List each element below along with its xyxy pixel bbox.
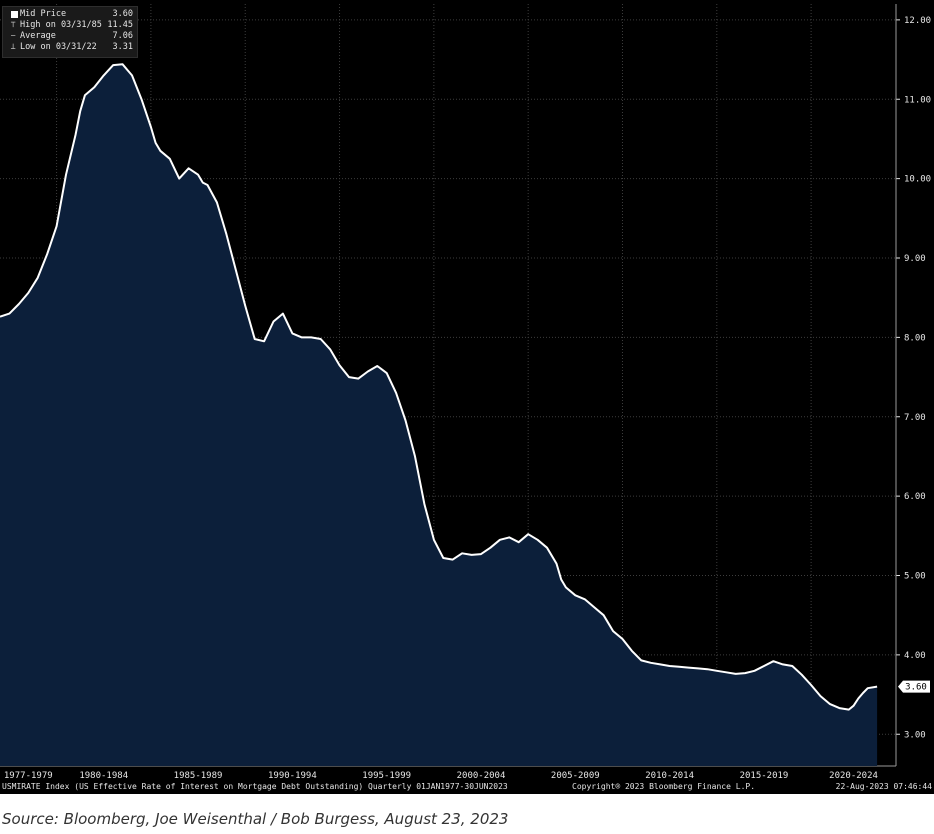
chart-svg: 3.00 4.00 5.00 6.00 7.00 8.00 9.00 10.00 11.00 12… [0,4,931,781]
y-tick-label: 8.00 [904,333,926,343]
x-tick-label: 1990-1994 [268,771,317,781]
high-marker-icon: ⊤ [10,20,16,30]
last-value-badge [898,680,930,693]
x-tick-label: 2015-2019 [740,771,789,781]
y-tick-label: 4.00 [904,651,926,661]
legend-row-high: ⊤ High on 03/31/85 11.45 [3,20,137,31]
legend-label: Mid Price [20,9,67,19]
legend-swatch-icon [11,11,18,18]
x-tick-label: 2020-2024 [829,771,878,781]
footer-index-description: USMIRATE Index (US Effective Rate of Int… [2,782,508,791]
footer-timestamp: 22-Aug-2023 07:46:44 [835,782,932,791]
y-tick-label: 5.00 [904,572,926,582]
legend-value: 7.06 [112,31,133,41]
legend-row-average: − Average 7.06 [3,31,137,42]
y-tick-label: 6.00 [904,492,926,502]
series-line [0,63,878,711]
chart-frame: 3.00 4.00 5.00 6.00 7.00 8.00 9.00 10.00 11.00 12… [0,0,934,794]
legend-value: 3.31 [112,42,133,52]
legend-value: 3.60 [112,9,133,19]
y-tick-label: 7.00 [904,413,926,423]
legend-row-low: ⊥ Low on 03/31/22 3.31 [3,42,137,53]
x-tick-label: 2005-2009 [551,771,600,781]
y-tick-label: 12.00 [904,16,931,26]
x-tick-label: 2010-2014 [645,771,694,781]
legend: Mid Price 3.60 ⊤ High on 03/31/85 11.45 … [2,6,138,58]
legend-label: Low on 03/31/22 [20,42,97,52]
x-tick-label: 2000-2004 [457,771,506,781]
legend-label: High on 03/31/85 [20,20,102,30]
y-tick-label: 3.00 [904,730,926,740]
x-tick-label: 1985-1989 [174,771,223,781]
x-tick-label: 1977-1979 [4,771,53,781]
x-tick-label: 1980-1984 [79,771,128,781]
series-area [0,64,878,767]
legend-value: 11.45 [107,20,133,30]
average-marker-icon: − [10,31,16,41]
footer-copyright: Copyright® 2023 Bloomberg Finance L.P. [572,782,756,791]
legend-label: Average [20,31,56,41]
x-tick-label: 1995-1999 [362,771,411,781]
y-tick-label: 9.00 [904,254,926,264]
legend-row-mid-price: Mid Price 3.60 [3,9,137,20]
y-tick-label: 11.00 [904,95,931,105]
low-marker-icon: ⊥ [10,42,16,52]
last-value-label: 3.60 [905,683,927,693]
y-tick-label: 10.00 [904,175,931,185]
source-caption: Source: Bloomberg, Joe Weisenthal / Bob … [2,810,509,828]
